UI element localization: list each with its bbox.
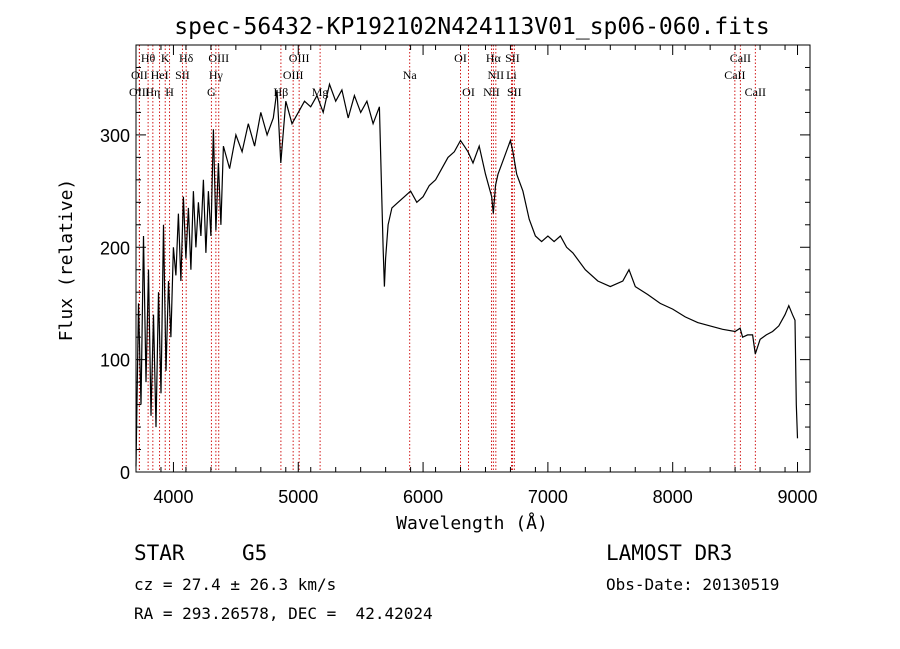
emission-line-label: CaII xyxy=(724,68,745,82)
chart-title: spec-56432-KP192102N424113V01_sp06-060.f… xyxy=(174,14,769,40)
spectrum-series-line xyxy=(135,82,799,467)
emission-line-label: HeI xyxy=(151,68,169,82)
emission-line-label: OI xyxy=(462,85,475,99)
x-tick-label: 8000 xyxy=(653,487,693,507)
emission-line-label: OII xyxy=(131,68,148,82)
x-axis-label: Wavelength (Å) xyxy=(396,512,548,534)
emission-line-label: NII xyxy=(488,68,505,82)
redshift-velocity: cz = 27.4 ± 26.3 km/s xyxy=(134,575,337,594)
emission-line-label: OI xyxy=(454,51,467,65)
object-subclass: G5 xyxy=(242,541,268,565)
emission-line-label: OIII xyxy=(208,51,229,65)
emission-line-label: G xyxy=(207,85,216,99)
y-tick-label: 100 xyxy=(100,351,130,371)
y-tick-label: 0 xyxy=(120,463,130,483)
emission-line-label: Hδ xyxy=(179,51,194,65)
emission-line-label: H xyxy=(165,85,174,99)
x-tick-label: 9000 xyxy=(777,487,817,507)
emission-line-label: Hγ xyxy=(209,68,224,82)
observation-date: Obs-Date: 20130519 xyxy=(606,575,780,594)
emission-line-label: Mg xyxy=(312,85,329,99)
emission-line-label: OIII xyxy=(289,51,310,65)
sky-coordinates: RA = 293.26578, DEC = 42.42024 xyxy=(134,604,433,623)
emission-line-label: SII xyxy=(507,85,522,99)
x-tick-label: 4000 xyxy=(153,487,193,507)
emission-line-label: NII xyxy=(483,85,500,99)
emission-line-label: Hα xyxy=(486,51,502,65)
emission-line-label: SII xyxy=(505,51,520,65)
y-axis-label: Flux (relative) xyxy=(56,179,77,342)
emission-line-label: OIII xyxy=(283,68,304,82)
emission-line-label: Na xyxy=(403,68,418,82)
emission-line-label: Hη xyxy=(145,85,160,99)
emission-line-label: OIII xyxy=(129,85,150,99)
emission-line-label: CaII xyxy=(745,85,766,99)
emission-line-label: K xyxy=(161,51,170,65)
x-tick-label: 6000 xyxy=(403,487,443,507)
survey-name: LAMOST DR3 xyxy=(606,541,733,565)
emission-line-label: SII xyxy=(175,68,190,82)
x-tick-label: 5000 xyxy=(278,487,318,507)
x-tick-label: 7000 xyxy=(528,487,568,507)
emission-line-label: Hθ xyxy=(141,51,156,65)
emission-line-label: Hβ xyxy=(274,85,289,99)
emission-line-label: CaII xyxy=(730,51,751,65)
y-tick-label: 200 xyxy=(100,238,130,258)
plot-frame xyxy=(135,44,811,473)
y-tick-label: 300 xyxy=(100,126,130,146)
emission-line-label: Li xyxy=(506,68,517,82)
object-class: STAR xyxy=(134,541,185,565)
